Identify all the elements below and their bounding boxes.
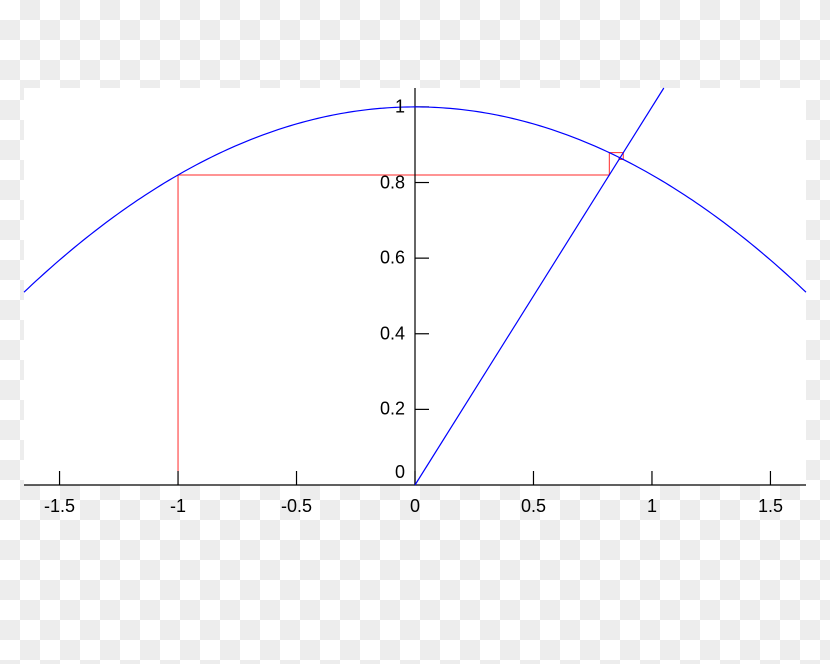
x-tick-label: -0.5 [281, 496, 312, 517]
y-tick-label: 0.6 [380, 248, 405, 269]
y-tick-label: 0.4 [380, 323, 405, 344]
x-tick-label: 1.5 [758, 496, 783, 517]
x-tick-label: -1 [170, 496, 186, 517]
y-tick-label: 0 [395, 462, 405, 483]
chart-canvas: -1.5 -1 -0.5 0 0.5 1 1.5 0.2 0.4 0.6 0.8 1 0 [0, 0, 830, 664]
x-tick-label: -1.5 [44, 496, 75, 517]
y-tick-label: 1 [395, 96, 405, 117]
x-tick-label: 1 [647, 496, 657, 517]
y-tick-label: 0.8 [380, 172, 405, 193]
x-tick-label: 0 [410, 496, 420, 517]
y-tick-label: 0.2 [380, 399, 405, 420]
plot-svg [0, 0, 830, 664]
x-tick-label: 0.5 [521, 496, 546, 517]
